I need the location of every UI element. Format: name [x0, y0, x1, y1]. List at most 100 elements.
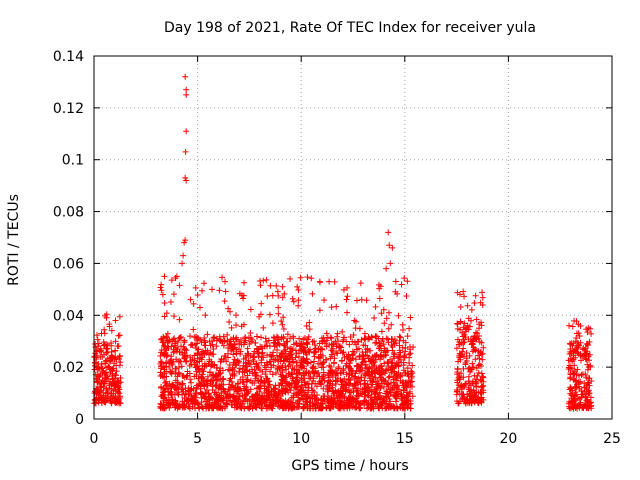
data-point: [324, 398, 331, 405]
data-point: [307, 374, 314, 381]
data-point: [471, 299, 478, 306]
data-point: [582, 393, 589, 400]
data-point: [253, 360, 260, 367]
data-point: [397, 334, 404, 341]
data-point: [297, 274, 304, 281]
data-point: [393, 361, 400, 368]
data-point: [217, 403, 224, 410]
data-point: [244, 345, 251, 352]
data-point: [270, 362, 277, 369]
data-point: [255, 364, 262, 371]
data-point: [577, 399, 584, 406]
data-point: [251, 348, 258, 355]
data-point: [203, 387, 210, 394]
data-point: [113, 368, 120, 375]
data-point: [158, 335, 165, 342]
data-point: [345, 351, 352, 358]
data-point: [460, 374, 467, 381]
data-point: [261, 343, 268, 350]
data-point: [462, 361, 469, 368]
data-point: [272, 382, 279, 389]
data-point: [217, 358, 224, 365]
data-point: [583, 356, 590, 363]
data-point: [388, 369, 395, 376]
data-point: [403, 394, 410, 401]
data-point: [352, 356, 359, 363]
data-point: [463, 349, 470, 356]
data-point: [289, 295, 296, 302]
data-point: [238, 405, 245, 412]
data-point: [91, 362, 98, 369]
data-point: [176, 364, 182, 371]
data-point: [200, 368, 207, 375]
data-point: [201, 339, 208, 346]
data-point: [340, 349, 347, 356]
data-point: [158, 346, 165, 353]
data-point: [290, 358, 297, 365]
data-point: [404, 278, 411, 285]
data-point: [206, 338, 213, 345]
data-point: [566, 362, 573, 369]
y-tick-label: 0.1: [62, 153, 84, 169]
data-point: [392, 278, 399, 285]
data-point: [221, 298, 228, 305]
data-point: [111, 356, 118, 363]
y-axis-label: ROTI / TECUs: [6, 194, 22, 286]
data-point: [574, 344, 581, 351]
data-point: [170, 400, 177, 407]
data-point: [346, 371, 353, 378]
data-point: [456, 291, 463, 298]
data-point: [252, 339, 259, 346]
data-point: [571, 393, 578, 400]
data-point: [253, 404, 260, 411]
data-point: [472, 329, 479, 336]
data-point: [478, 377, 485, 384]
data-point: [307, 405, 314, 412]
data-point: [320, 369, 327, 376]
data-point: [266, 358, 273, 365]
data-point: [389, 244, 396, 251]
data-point: [174, 339, 181, 346]
data-point: [273, 282, 280, 289]
data-point: [228, 324, 235, 331]
data-point: [287, 404, 294, 411]
data-point: [275, 389, 282, 396]
data-point: [195, 400, 202, 407]
data-point: [175, 369, 182, 376]
data-point: [226, 319, 233, 326]
data-point: [380, 341, 387, 348]
data-point: [179, 260, 186, 267]
data-point: [457, 356, 464, 363]
data-point: [228, 341, 235, 348]
data-point: [306, 326, 313, 333]
data-point: [383, 265, 390, 272]
data-point: [582, 351, 589, 358]
data-point: [240, 341, 247, 348]
data-point: [270, 385, 277, 392]
data-point: [168, 277, 175, 284]
chart-title: Day 198 of 2021, Rate Of TEC Index for r…: [164, 20, 536, 36]
data-point: [279, 321, 286, 328]
data-point: [404, 371, 411, 378]
data-point: [238, 323, 245, 330]
data-point: [477, 376, 484, 383]
data-point: [216, 333, 223, 340]
data-point: [453, 345, 460, 352]
data-point: [406, 359, 413, 366]
data-point: [274, 395, 281, 402]
data-point: [230, 351, 237, 358]
data-point: [220, 342, 227, 349]
data-point: [234, 357, 241, 364]
data-point: [326, 370, 333, 377]
data-point: [326, 362, 333, 369]
data-point: [572, 389, 579, 396]
data-point: [377, 352, 384, 359]
data-point: [167, 299, 174, 306]
data-point: [98, 380, 105, 387]
data-point: [392, 372, 399, 379]
data-point: [327, 355, 334, 362]
data-point: [457, 304, 464, 311]
data-point: [280, 333, 287, 340]
data-point: [269, 405, 276, 412]
data-point: [262, 335, 269, 342]
